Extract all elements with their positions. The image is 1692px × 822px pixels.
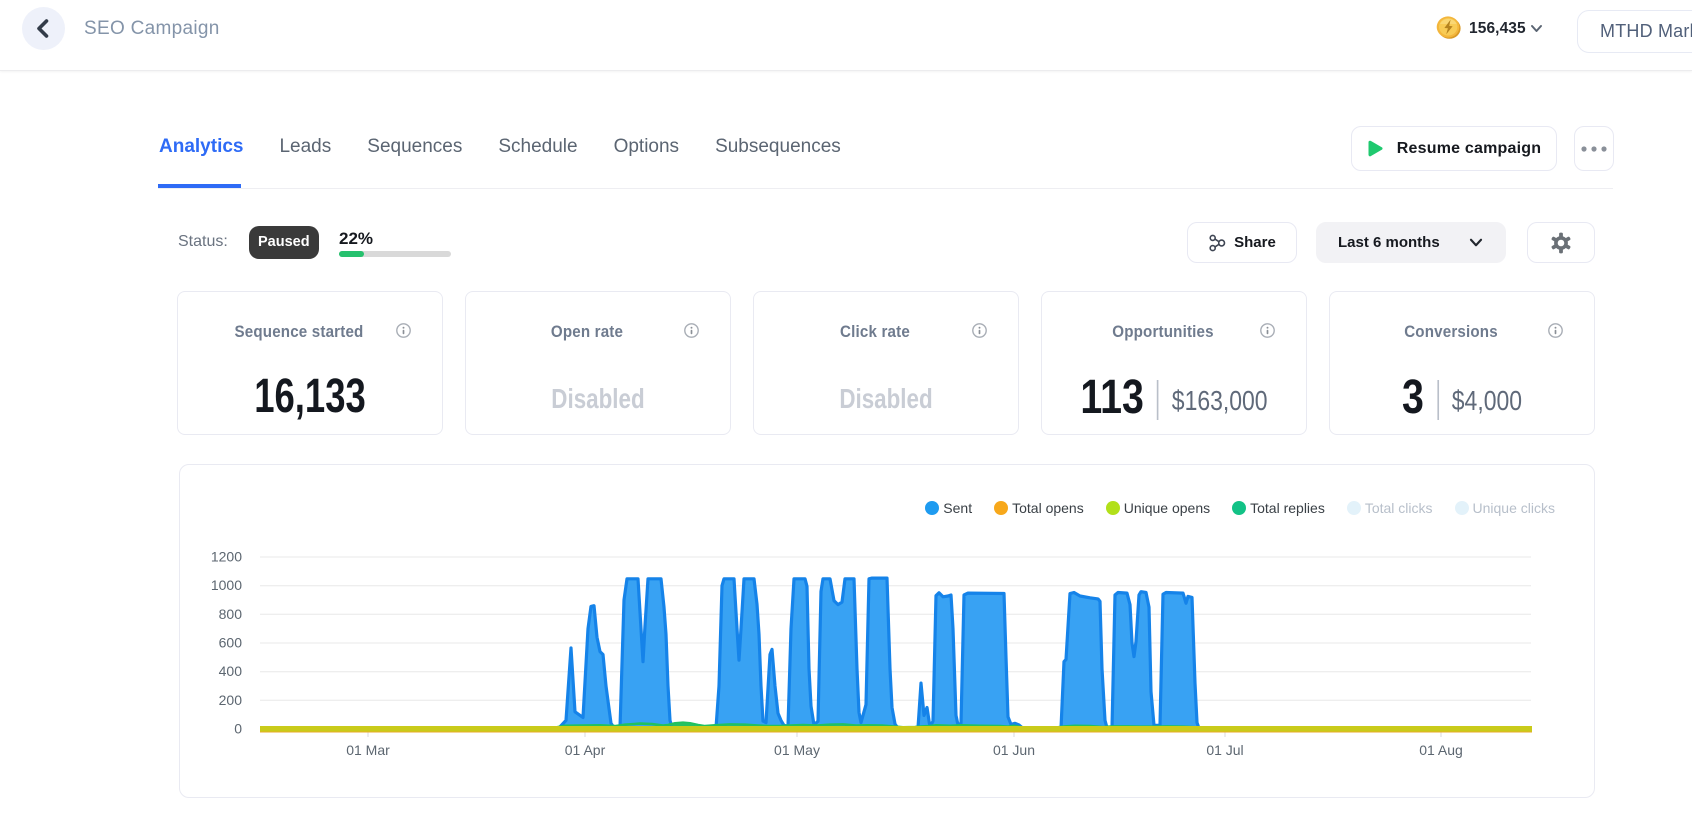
svg-text:01 Jul: 01 Jul xyxy=(1206,742,1243,758)
svg-text:200: 200 xyxy=(219,692,243,708)
svg-text:600: 600 xyxy=(219,635,243,651)
svg-text:01 Aug: 01 Aug xyxy=(1419,742,1463,758)
svg-text:1200: 1200 xyxy=(211,549,242,565)
svg-text:01 Mar: 01 Mar xyxy=(346,742,390,758)
svg-text:01 May: 01 May xyxy=(774,742,820,758)
svg-text:01 Jun: 01 Jun xyxy=(993,742,1035,758)
svg-text:0: 0 xyxy=(234,721,242,737)
svg-text:1000: 1000 xyxy=(211,577,242,593)
svg-text:01 Apr: 01 Apr xyxy=(565,742,606,758)
svg-text:800: 800 xyxy=(219,606,243,622)
svg-text:400: 400 xyxy=(219,663,243,679)
